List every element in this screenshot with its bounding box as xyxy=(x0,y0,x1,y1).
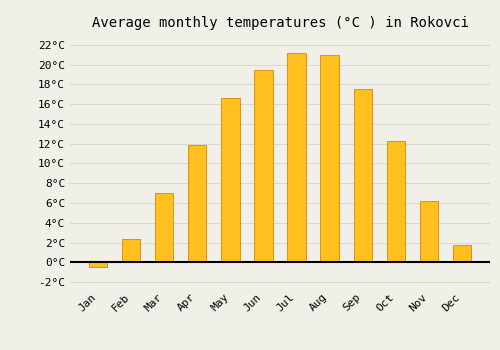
Bar xyxy=(354,89,372,262)
Bar xyxy=(386,141,405,262)
Bar xyxy=(222,98,240,262)
Title: Average monthly temperatures (°C ) in Rokovci: Average monthly temperatures (°C ) in Ro… xyxy=(92,16,468,30)
Bar xyxy=(320,55,338,262)
Bar xyxy=(254,70,272,262)
Bar xyxy=(155,193,174,262)
Bar xyxy=(188,145,206,262)
Bar xyxy=(420,201,438,262)
Bar xyxy=(288,53,306,262)
Bar xyxy=(122,239,141,262)
Bar xyxy=(89,262,108,267)
Bar xyxy=(452,245,471,262)
